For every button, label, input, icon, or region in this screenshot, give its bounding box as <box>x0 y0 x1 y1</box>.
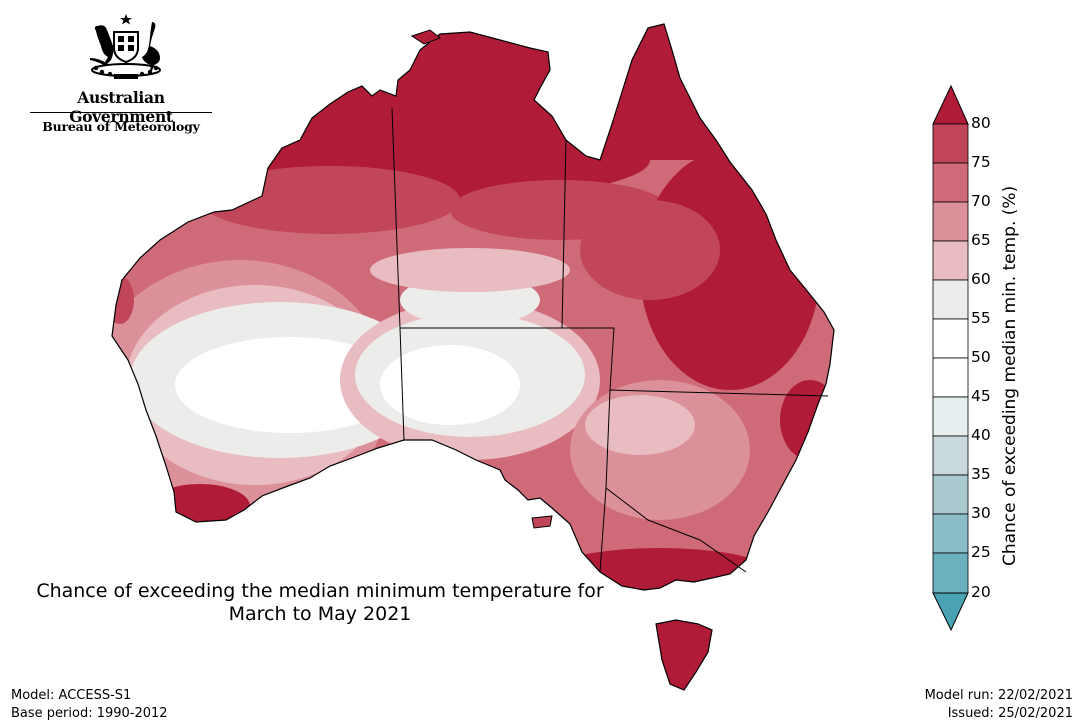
colorbar-tick: 75 <box>971 153 991 171</box>
colorbar-tick: 25 <box>971 543 991 561</box>
issued-date: Issued: 25/02/2021 <box>947 706 1073 721</box>
model-name: Model: ACCESS-S1 <box>11 688 132 703</box>
run-info: Model run: 22/02/2021 Issued: 25/02/2021 <box>925 687 1073 723</box>
colorbar-arrow-top <box>932 84 969 125</box>
government-logo: Australian Government Bureau of Meteorol… <box>28 12 214 142</box>
bureau-name: Bureau of Meteorology <box>42 119 200 134</box>
map-title-line1: Chance of exceeding the median minimum t… <box>36 580 604 602</box>
logo-divider <box>30 112 212 113</box>
model-run-date: Model run: 22/02/2021 <box>924 688 1073 703</box>
map-title: Chance of exceeding the median minimum t… <box>10 580 630 626</box>
colorbar-tick: 70 <box>971 192 991 210</box>
colorbar-label: Chance of exceeding median min. temp. (%… <box>1000 185 1020 566</box>
colorbar-tick: 30 <box>971 504 991 522</box>
colorbar-tick: 80 <box>971 114 991 132</box>
colorbar-tick: 20 <box>971 583 991 601</box>
colorbar-tick: 35 <box>971 465 991 483</box>
colorbar-tick: 50 <box>971 348 991 366</box>
colorbar-tick: 55 <box>971 309 991 327</box>
base-period: Base period: 1990-2012 <box>11 706 168 721</box>
colorbar-tick: 45 <box>971 387 991 405</box>
map-title-line2: March to May 2021 <box>228 603 412 625</box>
colorbar-tick: 65 <box>971 231 991 249</box>
colorbar-swatches <box>932 84 969 632</box>
coat-of-arms-icon <box>90 14 161 79</box>
colorbar: 80 75 70 65 60 55 50 45 40 35 30 25 20 <box>920 80 1085 640</box>
colorbar-tick: 60 <box>971 270 991 288</box>
model-info: Model: ACCESS-S1 Base period: 1990-2012 <box>11 687 168 723</box>
government-name: Australian Government <box>69 88 173 126</box>
colorbar-tick: 40 <box>971 426 991 444</box>
colorbar-arrow-bottom <box>932 592 969 632</box>
